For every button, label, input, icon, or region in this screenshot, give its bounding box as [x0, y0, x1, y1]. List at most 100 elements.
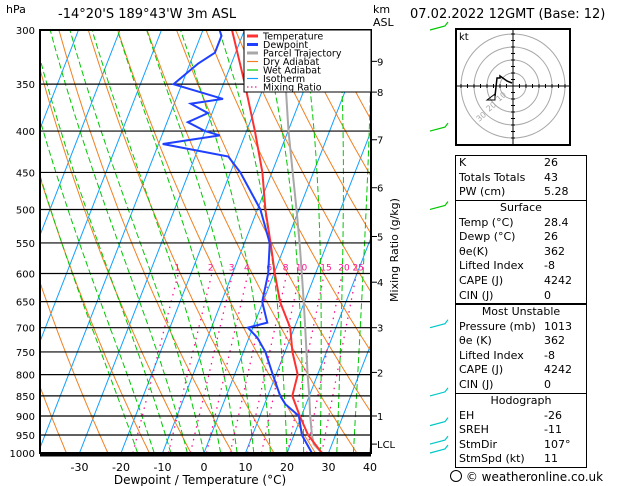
mixing-ratio-line [167, 273, 213, 453]
legend-label: Dry Adiabat [263, 57, 320, 68]
km-tick-label: 7 [377, 136, 383, 147]
wet-adiabat-line [146, 30, 255, 453]
row-label: CAPE (J) [459, 363, 504, 377]
dry-adiabat-line [175, 30, 371, 414]
table-row: EH -26 [456, 409, 586, 424]
wind-barb-icon [429, 387, 449, 397]
wet-adiabat-line [69, 30, 205, 453]
row-value: 5.28 [544, 185, 569, 199]
mixing-ratio-line [286, 273, 325, 453]
km-tick-label: 3 [377, 324, 383, 335]
x-tick-label: 10 [239, 461, 253, 474]
wet-adiabat-line [179, 30, 271, 453]
row-value: 26 [544, 230, 558, 244]
hodograph-frame [455, 28, 571, 146]
km-tick-label: 6 [377, 184, 383, 195]
mixing-ratio-label: 20 [338, 264, 350, 274]
mixing-ratio-label: 2 [208, 264, 214, 274]
surface-table: Surface Temp (°C) 28.4 Dewp (°C) 26 θe(K) 362 L… [455, 200, 587, 305]
wet-adiabat-line [40, 56, 172, 453]
table-row: CIN (J) 0 [456, 289, 586, 304]
copyright-footer[interactable]: © weatheronline.co.uk [450, 470, 603, 484]
row-label: StmSpd (kt) [459, 452, 525, 466]
mixing-ratio-line [260, 273, 301, 453]
row-value: -11 [544, 423, 562, 437]
pressure-tick-label: 800 [16, 371, 35, 382]
wet-adiabat-line [260, 30, 305, 453]
hodograph-ring-label: 10 [495, 90, 509, 103]
isotherm-line [203, 30, 370, 453]
dry-adiabat-line [264, 30, 371, 235]
dry-adiabat-line [234, 30, 371, 294]
pressure-tick-label: 750 [16, 348, 35, 359]
wet-adiabat-line [352, 30, 371, 453]
row-label: Totals Totals [459, 170, 526, 184]
km-tick-label: 1 [377, 412, 383, 423]
dry-adiabat-line [117, 30, 316, 453]
wet-adiabat-line [301, 30, 322, 453]
mixing-ratio-label: 1 [174, 264, 180, 274]
row-label: K [459, 156, 467, 169]
dry-adiabat-line [87, 30, 275, 453]
pressure-tick-label: 650 [16, 298, 35, 309]
km-tick-label: LCL [377, 440, 396, 451]
plot-frame [39, 29, 372, 454]
table-title: Hodograph [490, 394, 552, 407]
x-tick-label: 0 [201, 461, 208, 474]
row-value: 4242 [544, 273, 572, 287]
table-row: Dewp (°C) 26 [456, 230, 586, 245]
km-tick-label: 8 [377, 88, 383, 99]
wet-adiabat-line [336, 30, 344, 453]
parcel-trajectory-line [282, 29, 323, 454]
mixing-ratio-line [205, 273, 249, 453]
table-row: StmSpd (kt) 11 [456, 452, 586, 467]
row-label: StmDir [459, 437, 498, 451]
pressure-unit-label: hPa [6, 3, 26, 16]
mixing-ratio-label: 3 [229, 264, 235, 274]
indices-table: K 26 Totals Totals 43 PW (cm) 5.28 [455, 155, 587, 201]
hodograph-unit-label: kt [459, 32, 469, 43]
row-value: 43 [544, 170, 558, 184]
weatheronline-logo-icon [450, 470, 462, 482]
pressure-tick-label: 400 [16, 127, 35, 138]
row-value: 362 [544, 334, 565, 348]
row-label: CIN (J) [459, 288, 494, 302]
isotherm-line [40, 30, 79, 131]
legend-label: Temperature [262, 32, 323, 43]
table-row: CIN (J) 0 [456, 378, 586, 393]
copyright-text: © weatheronline.co.uk [465, 470, 604, 484]
km-tick-label: 4 [377, 278, 383, 289]
table-row: CAPE (J) 4242 [456, 274, 586, 289]
hodograph-stats-table: Hodograph EH -26 SREH -11 StmDir 107° StmSpd (k… [455, 393, 587, 468]
table-row: θe(K) 362 [456, 245, 586, 260]
wind-barb-icon [429, 319, 449, 329]
mixing-ratio-line [321, 273, 358, 453]
km-tick-label: 2 [377, 368, 383, 379]
table-row: CAPE (J) 4242 [456, 363, 586, 378]
pressure-tick-label: 850 [16, 392, 35, 403]
km-label: km [373, 3, 391, 16]
row-value: 28.4 [544, 215, 569, 229]
isotherm-line [79, 30, 245, 453]
mixing-ratio-line [246, 273, 288, 453]
table-row: StmDir 107° [456, 438, 586, 453]
temperature-line [231, 29, 323, 454]
hodograph-ring-label: 30 [475, 110, 489, 123]
mixing-ratio-label: 25 [352, 264, 363, 274]
legend-label: Parcel Trajectory [263, 49, 342, 60]
pressure-tick-label: 450 [16, 168, 35, 179]
row-value: 1013 [544, 319, 572, 333]
km-tick-label: 9 [377, 57, 383, 68]
hodograph-trace [494, 74, 513, 97]
table-title: Most Unstable [481, 305, 561, 318]
x-tick-label: -10 [154, 461, 172, 474]
pressure-tick-label: 350 [16, 80, 35, 91]
row-label: CAPE (J) [459, 273, 504, 287]
wind-barb-icon [429, 435, 449, 445]
dry-adiabat-line [58, 30, 233, 453]
wind-barb-icon [429, 417, 449, 427]
table-row: Pressure (mb) 1013 [456, 320, 586, 335]
x-tick-label: 30 [322, 461, 336, 474]
